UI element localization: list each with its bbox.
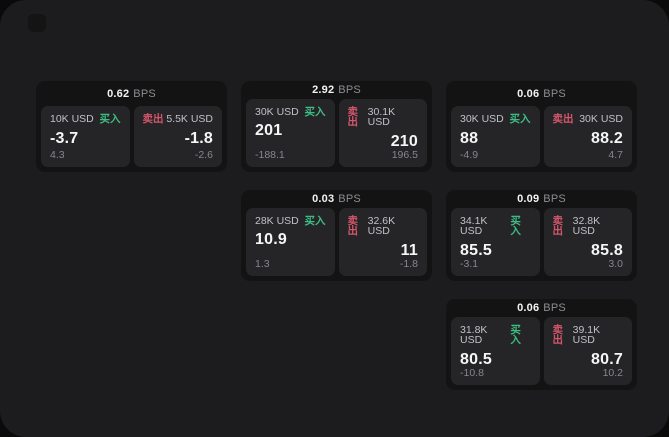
sell-panel[interactable]: 卖出 32.8K USD 85.8 3.0 [543,207,632,276]
buy-tag: 买入 [510,214,521,237]
buy-price: 201 [255,122,283,139]
sell-panel[interactable]: 卖出 39.1K USD 80.7 10.2 [543,316,632,385]
buy-panel[interactable]: 28K USD 买入 10.9 1.3 [246,207,335,276]
spread-header: 0.03 BPS [246,190,427,208]
spread-unit: BPS [133,87,156,100]
quote-card-grid: 0.62 BPS 10K USD 买入 -3.7 4.3 卖出 5.5K USD [36,81,637,390]
spread-value: 0.09 [517,192,540,205]
buy-panel[interactable]: 30K USD 买入 88 -4.9 [451,106,540,167]
buy-price: -3.7 [50,129,79,147]
sell-sub-value: -2.6 [194,148,213,161]
sell-amount: 5.5K USD [166,113,213,125]
spread-header: 0.06 BPS [451,81,632,106]
sell-tag: 卖出 [347,105,359,128]
buy-amount: 31.8K USD [460,323,488,346]
sell-price: 210 [390,132,418,150]
buy-tag: 买入 [304,105,326,118]
spread-value: 0.06 [517,301,540,314]
spread-header: 0.09 BPS [451,190,632,208]
buy-sub-value: 4.3 [50,148,65,161]
sell-price: -1.8 [184,129,213,147]
sell-tag: 卖出 [552,214,564,237]
buy-sub-value: -10.8 [460,366,484,379]
sell-panel[interactable]: 卖出 30.1K USD 210 196.5 [338,98,427,167]
spread-value: 0.03 [312,192,335,205]
quote-card: 0.06 BPS 30K USD 买入 88 -4.9 卖出 30K USD [446,81,637,172]
buy-amount: 10K USD [50,113,94,125]
buy-panel[interactable]: 34.1K USD 买入 85.5 -3.1 [451,207,540,276]
sell-tag: 卖出 [142,113,164,125]
buy-amount: 34.1K USD [460,214,488,237]
quote-card: 0.09 BPS 34.1K USD 买入 85.5 -3.1 卖出 32.8K… [446,190,637,281]
buy-sub-value: -4.9 [460,148,479,161]
sell-price: 11 [400,241,418,259]
buy-amount: 28K USD [255,214,299,227]
buy-panel[interactable]: 31.8K USD 买入 80.5 -10.8 [451,316,540,385]
buy-tag: 买入 [509,113,531,125]
sell-price: 80.7 [591,350,623,368]
quote-card: 0.06 BPS 31.8K USD 买入 80.5 -10.8 卖出 39.1… [446,299,637,390]
sell-amount: 30K USD [579,113,623,125]
sell-amount: 39.1K USD [572,323,601,346]
sell-tag: 卖出 [552,113,574,125]
sell-tag: 卖出 [347,214,359,237]
sell-sub-value: -1.8 [399,257,418,270]
buy-tag: 买入 [304,214,326,227]
spread-unit: BPS [338,83,361,96]
spread-header: 0.06 BPS [451,299,632,317]
sell-amount: 32.8K USD [572,214,601,237]
sell-price: 85.8 [591,241,623,259]
buy-price: 85.5 [460,241,492,259]
sell-panel[interactable]: 卖出 5.5K USD -1.8 -2.6 [133,106,222,167]
buy-price: 10.9 [255,231,287,248]
sell-sub-value: 10.2 [602,366,623,379]
buy-sub-value: 1.3 [255,257,270,270]
buy-sub-value: -3.1 [460,257,479,270]
quote-card: 0.62 BPS 10K USD 买入 -3.7 4.3 卖出 5.5K USD [36,81,227,172]
buy-panel[interactable]: 30K USD 买入 201 -188.1 [246,98,335,167]
spread-unit: BPS [338,192,361,205]
spread-header: 2.92 BPS [246,81,427,99]
spread-unit: BPS [543,192,566,205]
quote-card: 0.03 BPS 28K USD 买入 10.9 1.3 卖出 32.6K US… [241,190,432,281]
sell-amount: 32.6K USD [367,214,396,237]
sell-panel[interactable]: 卖出 32.6K USD 11 -1.8 [338,207,427,276]
spread-value: 0.62 [107,87,130,100]
buy-price: 88 [460,129,479,147]
buy-price: 80.5 [460,350,492,368]
buy-amount: 30K USD [255,105,299,118]
sell-sub-value: 3.0 [608,257,623,270]
sell-tag: 卖出 [552,323,564,346]
sell-sub-value: 4.7 [608,148,623,161]
quote-card: 2.92 BPS 30K USD 买入 201 -188.1 卖出 30.1K … [241,81,432,172]
app-icon[interactable] [28,14,46,32]
sell-price: 88.2 [591,129,623,147]
spread-value: 2.92 [312,83,335,96]
buy-amount: 30K USD [460,113,504,125]
spread-unit: BPS [543,301,566,314]
spread-value: 0.06 [517,87,540,100]
buy-sub-value: -188.1 [255,148,285,161]
spread-header: 0.62 BPS [41,81,222,106]
sell-panel[interactable]: 卖出 30K USD 88.2 4.7 [543,106,632,167]
buy-tag: 买入 [99,113,121,125]
buy-panel[interactable]: 10K USD 买入 -3.7 4.3 [41,106,130,167]
spread-unit: BPS [543,87,566,100]
buy-tag: 买入 [510,323,521,346]
sell-sub-value: 196.5 [391,148,418,161]
sell-amount: 30.1K USD [367,105,396,128]
